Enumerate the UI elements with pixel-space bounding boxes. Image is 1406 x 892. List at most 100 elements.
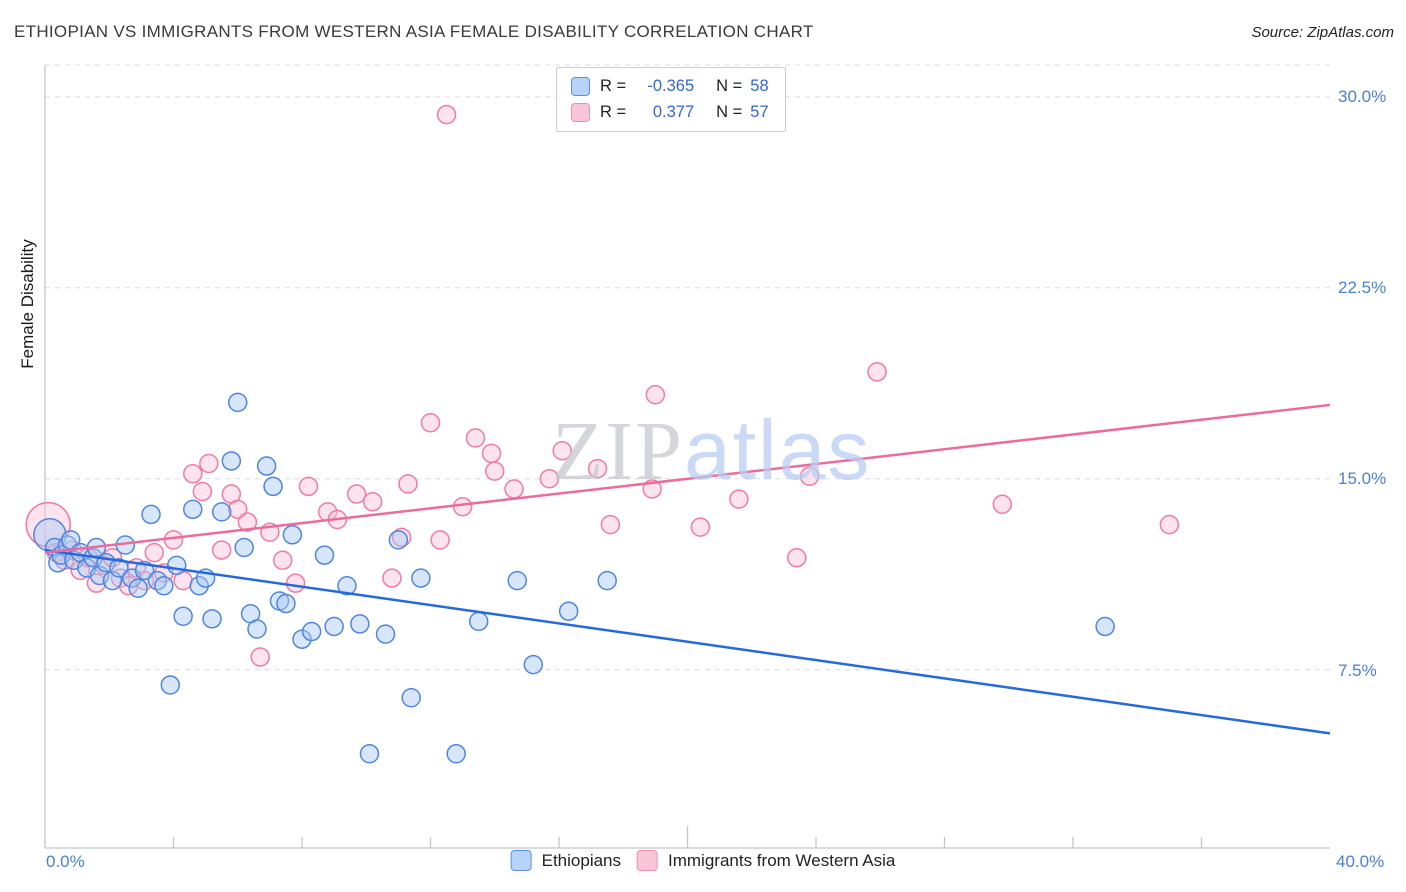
ethiopians-point[interactable] — [597, 570, 617, 591]
ethiopians-point[interactable] — [256, 456, 277, 476]
western-asia-swatch-icon — [571, 103, 590, 122]
ethiopians-point[interactable] — [247, 619, 267, 639]
ethiopians-point[interactable] — [173, 606, 193, 627]
y-tick-22-5: 22.5% — [1338, 278, 1387, 297]
ethiopians-point[interactable] — [211, 502, 232, 522]
western-asia-point[interactable] — [163, 530, 184, 550]
western-asia-point[interactable] — [382, 568, 402, 588]
r-value-ethiopians: -0.365 — [647, 77, 695, 95]
ethiopians-point[interactable] — [166, 555, 187, 576]
western-asia-point[interactable] — [786, 547, 807, 568]
n-label: N = — [716, 77, 743, 95]
n-label: N = — [716, 103, 743, 121]
western-asia-point[interactable] — [391, 527, 412, 548]
ethiopians-point[interactable] — [228, 392, 248, 413]
ethiopians-point[interactable] — [314, 545, 335, 565]
ethiopians-point[interactable] — [359, 744, 380, 764]
ethiopians-point[interactable] — [202, 609, 222, 629]
western-asia-swatch-icon — [637, 850, 659, 871]
legend-item-ethiopians[interactable]: Ethiopians — [510, 850, 622, 871]
ethiopians-point[interactable] — [337, 575, 357, 596]
ethiopians-point[interactable] — [301, 621, 322, 642]
western-asia-point[interactable] — [485, 461, 505, 481]
ethiopians-point[interactable] — [189, 575, 209, 596]
western-asia-point[interactable] — [1159, 514, 1180, 535]
y-tick-30: 30.0% — [1338, 87, 1387, 106]
ethiopians-swatch-icon — [510, 850, 532, 871]
y-tick-7-5: 7.5% — [1338, 661, 1377, 680]
ethiopians-point[interactable] — [141, 504, 161, 525]
western-asia-point[interactable] — [144, 542, 164, 563]
legend-label-western-asia: Immigrants from Western Asia — [668, 850, 896, 870]
ethiopians-swatch-icon — [571, 77, 590, 96]
ethiopians-point[interactable] — [411, 568, 431, 588]
ethiopians-point[interactable] — [154, 575, 174, 596]
western-asia-point[interactable] — [504, 479, 524, 499]
ethiopians-point[interactable] — [276, 593, 296, 614]
western-asia-point[interactable] — [211, 540, 232, 560]
western-asia-point[interactable] — [867, 362, 887, 382]
ethiopians-point[interactable] — [523, 654, 544, 675]
western-asia-point[interactable] — [362, 491, 383, 512]
western-asia-point[interactable] — [430, 530, 450, 550]
western-asia-point[interactable] — [237, 512, 258, 532]
western-asia-point[interactable] — [285, 573, 306, 593]
ethiopians-point[interactable] — [446, 744, 466, 764]
legend-item-western-asia[interactable]: Immigrants from Western Asia — [637, 850, 895, 871]
ethiopians-point[interactable] — [263, 476, 283, 497]
western-asia-point[interactable] — [465, 428, 486, 448]
western-asia-point[interactable] — [192, 481, 213, 502]
ethiopians-point[interactable] — [401, 688, 421, 708]
ethiopians-point[interactable] — [128, 578, 148, 599]
correlation-legend-box: R = -0.365 N = 58 R = 0.377 N = 57 — [556, 67, 786, 132]
western-asia-point[interactable] — [539, 469, 560, 489]
western-asia-point[interactable] — [729, 489, 749, 509]
western-asia-point[interactable] — [346, 484, 367, 504]
r-label: R = — [600, 103, 627, 121]
western-asia-point[interactable] — [420, 413, 441, 433]
ethiopians-point[interactable] — [468, 611, 489, 632]
western-asia-point[interactable] — [250, 647, 270, 667]
western-asia-point[interactable] — [436, 104, 457, 125]
x-min-label: 0.0% — [46, 852, 85, 871]
western-asia-point[interactable] — [481, 443, 502, 464]
legend-label-ethiopians: Ethiopians — [541, 850, 622, 870]
ethiopians-point[interactable] — [375, 624, 396, 644]
ethiopians-point[interactable] — [507, 570, 527, 591]
r-label: R = — [600, 77, 627, 95]
western-asia-point[interactable] — [452, 497, 473, 517]
ethiopians-point[interactable] — [221, 451, 242, 471]
western-asia-point[interactable] — [25, 501, 71, 548]
ethiopians-point-trendline — [44, 548, 1331, 735]
western-asia-point[interactable] — [645, 385, 666, 405]
western-asia-point[interactable] — [600, 514, 621, 535]
ethiopians-point[interactable] — [558, 601, 579, 621]
ethiopians-point[interactable] — [350, 614, 370, 634]
ethiopians-point[interactable] — [183, 499, 203, 520]
western-asia-point[interactable] — [799, 466, 820, 486]
western-asia-point[interactable] — [587, 458, 608, 479]
western-asia-point[interactable] — [298, 476, 319, 497]
western-asia-point[interactable] — [272, 550, 293, 571]
ethiopians-point[interactable] — [324, 616, 344, 637]
y-tick-15: 15.0% — [1338, 469, 1387, 488]
n-value-ethiopians: 58 — [750, 77, 769, 95]
ethiopians-point[interactable] — [282, 525, 303, 545]
western-asia-point[interactable] — [552, 441, 572, 461]
western-asia-point[interactable] — [690, 517, 711, 537]
ethiopians-point[interactable] — [147, 570, 168, 591]
legend-row-ethiopians: R = -0.365 N = 58 — [571, 77, 769, 96]
ethiopians-point[interactable] — [388, 530, 409, 550]
western-asia-point[interactable] — [199, 453, 219, 474]
western-asia-point[interactable] — [398, 474, 418, 494]
ethiopians-point[interactable] — [109, 558, 129, 578]
ethiopians-point[interactable] — [160, 675, 181, 695]
legend-row-western-asia: R = 0.377 N = 57 — [571, 103, 769, 122]
western-asia-point[interactable] — [992, 494, 1013, 514]
x-max-label: 40.0% — [1336, 852, 1385, 871]
western-asia-point[interactable] — [183, 463, 203, 484]
ethiopians-point[interactable] — [1095, 616, 1115, 637]
ethiopians-point[interactable] — [234, 537, 254, 558]
